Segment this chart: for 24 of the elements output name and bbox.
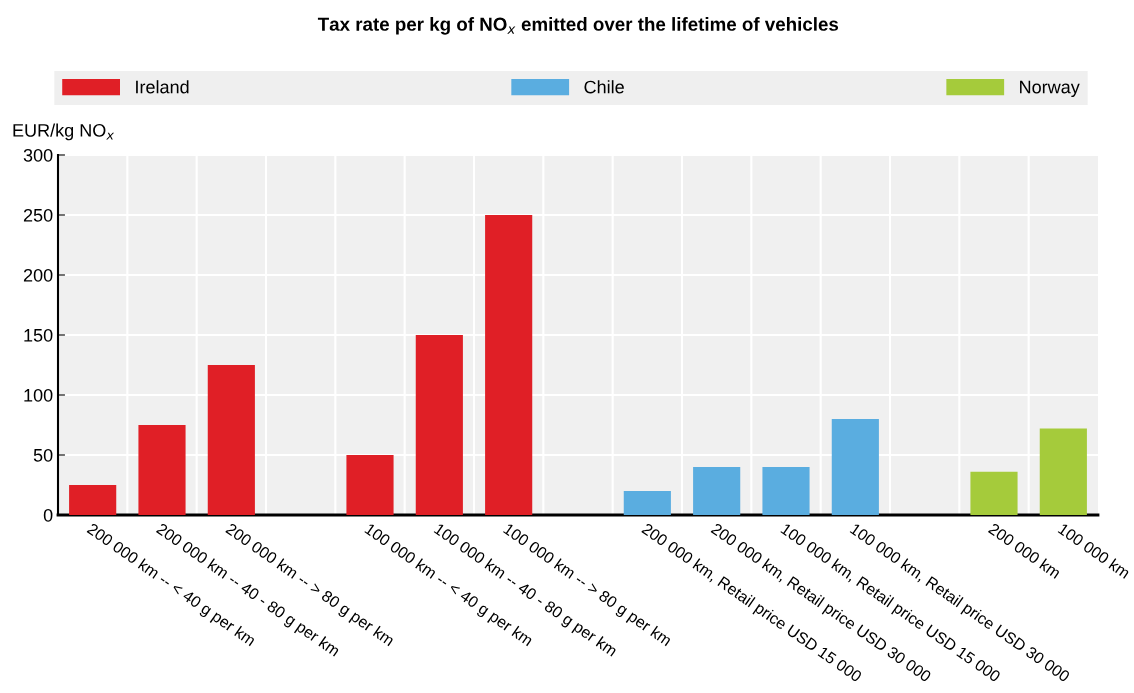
y-tick-label: 100 [24, 388, 53, 402]
bar [831, 419, 879, 515]
legend-label: Norway [1020, 80, 1080, 98]
bar [623, 491, 671, 515]
bar [346, 455, 394, 515]
bar [970, 471, 1018, 515]
legend-label: Chile [584, 80, 624, 94]
bar [138, 425, 186, 515]
legend-label: Ireland [136, 80, 189, 94]
y-tick-label: 50 [33, 448, 53, 462]
bar [415, 335, 463, 515]
bar [207, 365, 255, 515]
bar [693, 467, 741, 515]
y-tick-label: 250 [23, 208, 53, 222]
y-axis-title: EUR/kg NO$_{x}$ [13, 123, 115, 141]
y-tick-label: 300 [23, 148, 53, 162]
y-tick-label: 200 [23, 268, 53, 282]
bar [1039, 428, 1087, 515]
bar [485, 215, 533, 515]
y-tick-label: 0 [43, 508, 53, 522]
chart-title: Tax rate per kg of NO$_{x}$ emitted over the lifetime of vehicles [317, 17, 839, 35]
bar [69, 485, 117, 515]
y-tick-label: 150 [24, 328, 53, 342]
bar [762, 467, 810, 515]
